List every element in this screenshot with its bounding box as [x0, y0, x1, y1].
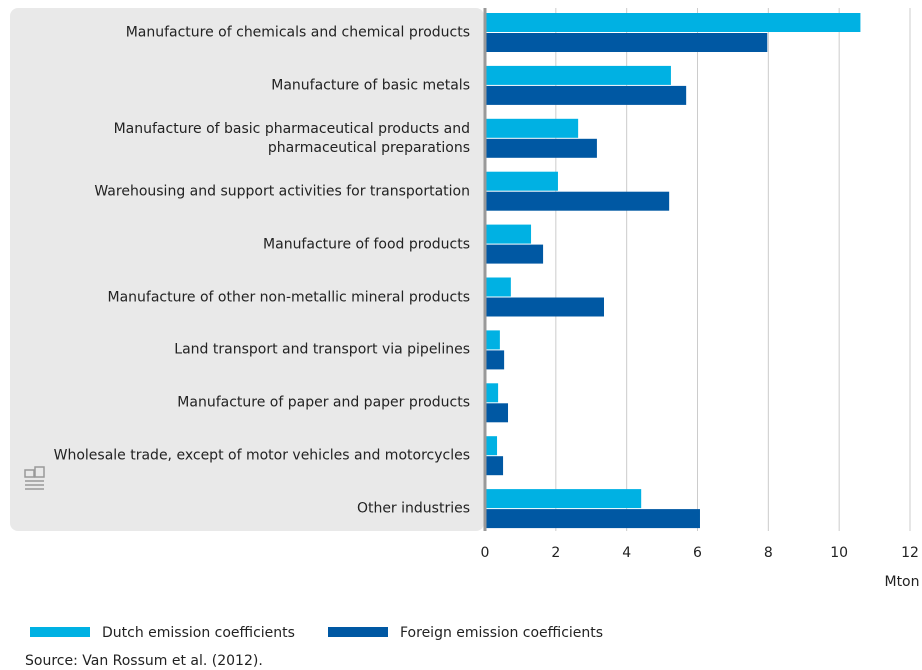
- source: Source: Van Rossum et al. (2012).: [25, 653, 263, 669]
- bar: [485, 509, 700, 529]
- x-tick-label: 12: [901, 545, 919, 561]
- bar: [485, 297, 604, 317]
- bar: [485, 33, 768, 52]
- legend-swatch: [328, 627, 388, 637]
- bar: [485, 436, 498, 456]
- x-tick-label: 2: [551, 545, 560, 561]
- x-tick-label: 8: [764, 545, 773, 561]
- bar: [485, 277, 511, 297]
- bar: [485, 65, 671, 85]
- x-tick-label: 0: [481, 545, 490, 561]
- logo: [24, 466, 45, 490]
- bar: [485, 244, 544, 264]
- bar: [485, 191, 670, 211]
- bar: [485, 383, 499, 403]
- x-tick-label: 10: [830, 545, 848, 561]
- x-tick-label: 6: [693, 545, 702, 561]
- category-label: Manufacture of basic pharmaceutical prod…: [113, 120, 470, 156]
- legend-swatch: [30, 627, 90, 637]
- bar: [485, 171, 558, 191]
- bar: [485, 456, 504, 476]
- bar: [485, 330, 500, 350]
- category-label: Land transport and transport via pipelin…: [174, 341, 470, 358]
- legend-label: Dutch emission coefficients: [102, 625, 295, 641]
- category-label: Manufacture of other non-metallic minera…: [107, 289, 470, 305]
- bar: [485, 350, 505, 370]
- bar: [485, 13, 861, 32]
- x-tick-label: 4: [622, 545, 631, 561]
- legend-label: Foreign emission coefficients: [400, 625, 603, 641]
- bar: [485, 489, 642, 509]
- category-label: Warehousing and support activities for t…: [94, 183, 470, 200]
- category-label: Manufacture of paper and paper products: [177, 394, 470, 411]
- bar: [485, 403, 509, 423]
- category-label: Manufacture of chemicals and chemical pr…: [125, 24, 470, 41]
- label-panel: [10, 8, 484, 531]
- bar: [485, 85, 687, 105]
- category-label: Manufacture of basic metals: [271, 77, 470, 94]
- bar: [485, 224, 532, 244]
- bar: [485, 138, 597, 158]
- category-label: Other industries: [356, 500, 470, 517]
- x-axis-label: Mton: [884, 574, 919, 590]
- category-label: Wholesale trade, except of motor vehicle…: [53, 447, 470, 464]
- category-label: Manufacture of food products: [263, 236, 470, 253]
- bar: [485, 118, 579, 138]
